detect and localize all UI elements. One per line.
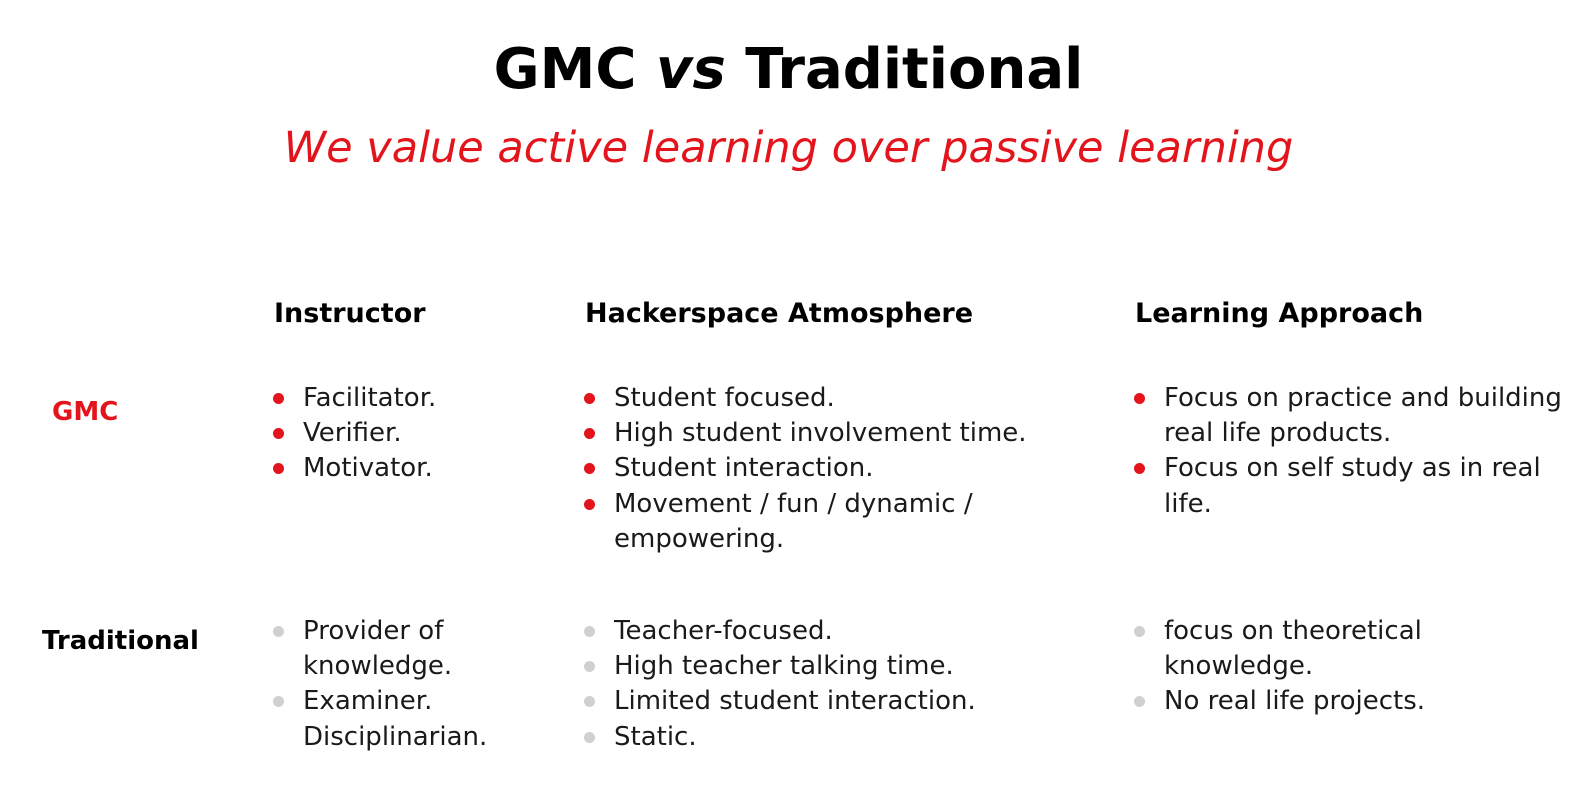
- list-item-text: Student interaction.: [614, 453, 874, 484]
- bullet-icon: [1134, 463, 1145, 475]
- list-item: Limited student interaction.: [581, 684, 1101, 719]
- column-header-instructor: Instructor: [274, 298, 426, 329]
- page-title: GMC vs Traditional: [0, 36, 1577, 104]
- list-item-text: Facilitator.: [303, 383, 437, 413]
- bullet-icon: [1134, 626, 1145, 637]
- list-item-text: No real life projects.: [1164, 686, 1426, 717]
- list-item-text: Movement / fun / dynamic / empowering.: [614, 488, 973, 554]
- gmc-hackerspace-list: Student focused. High student involvemen…: [581, 381, 1101, 557]
- column-header-hackerspace-atmosphere: Hackerspace Atmosphere: [585, 298, 974, 329]
- bullet-icon: [1134, 696, 1145, 708]
- list-item-text: Motivator.: [303, 453, 433, 484]
- column-header-learning-approach: Learning Approach: [1135, 298, 1424, 329]
- bullet-icon: [584, 626, 595, 637]
- bullet-icon: [584, 463, 595, 475]
- bullet-icon: [584, 393, 595, 404]
- list-item-text: Focus on practice and building real life…: [1164, 383, 1562, 449]
- title-vs: vs: [655, 37, 726, 102]
- page-subtitle: We value active learning over passive le…: [283, 123, 1294, 173]
- bullet-icon: [584, 428, 595, 440]
- bullet-icon: [584, 731, 595, 743]
- list-item-text: Focus on self study as in real life.: [1164, 453, 1541, 519]
- list-item-text: High student involvement time.: [614, 418, 1027, 449]
- list-item: focus on theoretical knowledge.: [1131, 614, 1494, 684]
- row-label-gmc: GMC: [52, 397, 119, 427]
- gmc-instructor-list: Facilitator. Verifier. Motivator.: [270, 381, 535, 487]
- traditional-learning-approach-list: focus on theoretical knowledge. No real …: [1131, 614, 1571, 720]
- row-label-traditional: Traditional: [42, 626, 199, 656]
- list-item-text: focus on theoretical knowledge.: [1164, 616, 1422, 682]
- list-item: Facilitator.: [270, 381, 535, 416]
- bullet-icon: [273, 696, 284, 708]
- list-item-text: Limited student interaction.: [614, 686, 976, 717]
- bullet-icon: [273, 463, 284, 475]
- list-item: Teacher-focused.: [581, 614, 1101, 649]
- traditional-instructor-list: Provider of knowledge. Examiner. Discipl…: [270, 614, 535, 755]
- list-item: Verifier.: [270, 416, 535, 451]
- list-item-text: Teacher-focused.: [614, 616, 833, 646]
- list-item: Student focused.: [581, 381, 1101, 416]
- list-item: High student involvement time.: [581, 416, 1101, 451]
- bullet-icon: [273, 428, 284, 440]
- list-item-text: Verifier.: [303, 418, 402, 449]
- list-item-text: Provider of knowledge.: [303, 616, 453, 682]
- list-item: Static.: [581, 720, 1101, 755]
- bullet-icon: [273, 393, 284, 404]
- list-item-text: High teacher talking time.: [614, 651, 954, 682]
- list-item: Focus on self study as in real life.: [1131, 451, 1564, 521]
- list-item: Focus on practice and building real life…: [1131, 381, 1564, 451]
- list-item: Examiner. Disciplinarian.: [270, 684, 533, 754]
- list-item: No real life projects.: [1131, 684, 1571, 719]
- traditional-hackerspace-list: Teacher-focused. High teacher talking ti…: [581, 614, 1101, 755]
- list-item: Provider of knowledge.: [270, 614, 533, 684]
- list-item-text: Static.: [614, 721, 697, 752]
- bullet-icon: [273, 626, 284, 637]
- bullet-icon: [584, 661, 595, 673]
- list-item-text: Examiner. Disciplinarian.: [303, 686, 488, 752]
- title-traditional: Traditional: [745, 37, 1084, 102]
- list-item: Movement / fun / dynamic / empowering.: [581, 487, 1054, 557]
- list-item: Motivator.: [270, 451, 535, 486]
- bullet-icon: [584, 498, 595, 510]
- list-item: High teacher talking time.: [581, 649, 1101, 684]
- bullet-icon: [1134, 393, 1145, 404]
- gmc-learning-approach-list: Focus on practice and building real life…: [1131, 381, 1571, 522]
- list-item-text: Student focused.: [614, 383, 835, 413]
- bullet-icon: [584, 696, 595, 708]
- list-item: Student interaction.: [581, 451, 1101, 486]
- title-gmc: GMC: [493, 37, 637, 102]
